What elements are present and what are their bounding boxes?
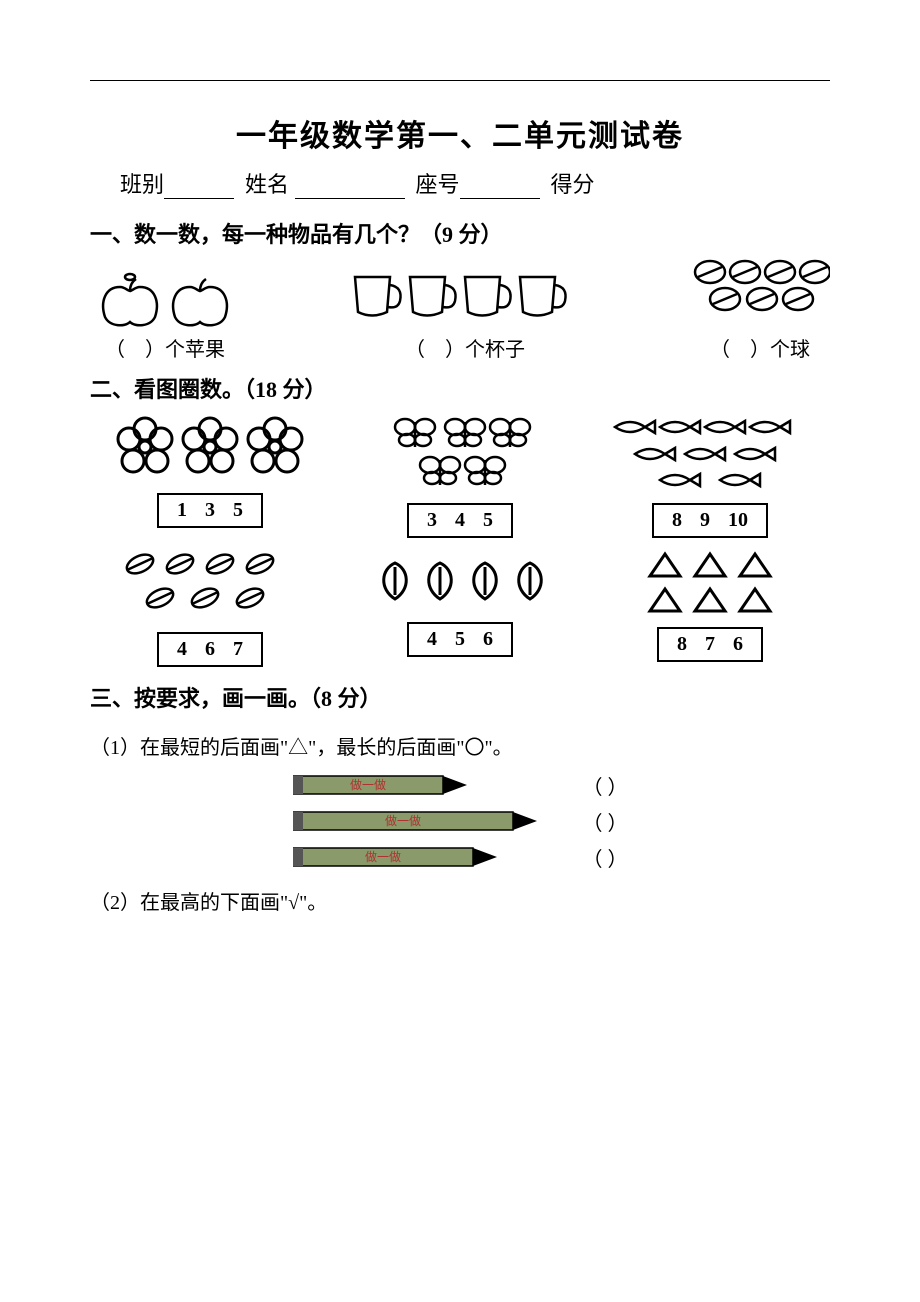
pencil-icon: 做一做 xyxy=(293,770,473,800)
pencil-icon: 做一做 xyxy=(293,806,543,836)
q2-options-3[interactable]: 4 6 7 xyxy=(157,632,263,667)
pencil-paren-1[interactable]: （ ） xyxy=(583,807,628,836)
name-label: 姓名 xyxy=(245,172,289,197)
top-rule xyxy=(90,80,830,81)
q2-cell-leaves: 4 6 7 xyxy=(90,546,330,667)
q2-cell-fish: 8 9 10 xyxy=(590,412,830,538)
pencils-block: 做一做 （ ） 做一做 （ ） 做一做 （ ） xyxy=(90,770,830,872)
q2-grid: 1 3 5 3 4 5 xyxy=(90,412,830,667)
seat-label: 座号 xyxy=(416,172,460,197)
name-blank[interactable] xyxy=(295,178,405,199)
q2-heading: 二、看图圈数。（18 分） xyxy=(90,372,830,404)
q1-item-balls: （ ）个球 xyxy=(690,257,830,362)
q3-sub1: （1）在最短的后面画"△"，最长的后面画"〇"。 xyxy=(90,731,830,760)
q3-heading: 三、按要求，画一画。（8 分） xyxy=(90,681,830,713)
score-label: 得分 xyxy=(551,172,595,197)
apple-icon xyxy=(90,267,240,327)
q2-options-5[interactable]: 8 7 6 xyxy=(657,627,763,662)
q2-options-2[interactable]: 8 9 10 xyxy=(652,503,768,538)
q1-row: （ ）个苹果 （ ）个杯子 xyxy=(90,257,830,362)
triangle-icon xyxy=(620,546,800,621)
pencil-row-0: 做一做 （ ） xyxy=(90,770,830,800)
ball-icon xyxy=(690,257,830,327)
q2-cell-triangles: 8 7 6 xyxy=(590,546,830,667)
q2-cell-butterflies: 3 4 5 xyxy=(340,412,580,538)
cup-icon xyxy=(350,267,580,327)
peach-icon xyxy=(370,546,550,616)
svg-text:做一做: 做一做 xyxy=(364,849,400,864)
class-blank[interactable] xyxy=(164,178,234,199)
flower-icon xyxy=(115,412,305,487)
pencil-paren-0[interactable]: （ ） xyxy=(583,771,628,800)
pencil-paren-2[interactable]: （ ） xyxy=(583,843,628,872)
page-title: 一年级数学第一、二单元测试卷 xyxy=(90,111,830,155)
q2-options-1[interactable]: 3 4 5 xyxy=(407,503,513,538)
svg-text:做一做: 做一做 xyxy=(384,813,420,828)
q3-sub2: （2）在最高的下面画"√"。 xyxy=(90,886,830,915)
q2-options-0[interactable]: 1 3 5 xyxy=(157,493,263,528)
pencil-row-2: 做一做 （ ） xyxy=(90,842,830,872)
leaf-icon xyxy=(115,546,305,626)
svg-text:做一做: 做一做 xyxy=(349,777,385,792)
q2-options-4[interactable]: 4 5 6 xyxy=(407,622,513,657)
q1-label-balls: （ ）个球 xyxy=(690,333,830,362)
fish-icon xyxy=(605,412,815,497)
q1-label-apples: （ ）个苹果 xyxy=(90,333,240,362)
seat-blank[interactable] xyxy=(460,178,540,199)
q1-heading: 一、数一数，每一种物品有几个？（9 分） xyxy=(90,217,830,249)
butterfly-icon xyxy=(375,412,545,497)
pencil-row-1: 做一做 （ ） xyxy=(90,806,830,836)
q1-item-cups: （ ）个杯子 xyxy=(350,267,580,362)
q1-label-cups: （ ）个杯子 xyxy=(350,333,580,362)
pencil-icon: 做一做 xyxy=(293,842,503,872)
class-label: 班别 xyxy=(120,172,164,197)
info-line: 班别 姓名 座号 得分 xyxy=(90,167,830,199)
q2-cell-peaches: 4 5 6 xyxy=(340,546,580,667)
q1-item-apples: （ ）个苹果 xyxy=(90,267,240,362)
worksheet-page: 一年级数学第一、二单元测试卷 班别 姓名 座号 得分 一、数一数，每一种物品有几… xyxy=(0,0,920,1302)
q2-cell-flowers: 1 3 5 xyxy=(90,412,330,538)
